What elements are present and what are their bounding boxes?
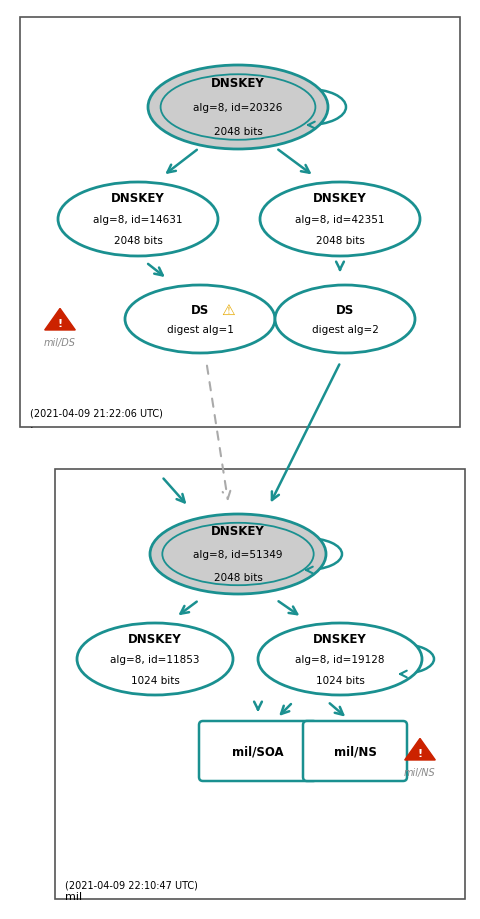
Text: !: ! — [58, 319, 62, 328]
Text: 1024 bits: 1024 bits — [315, 675, 364, 686]
Text: mil/DS: mil/DS — [44, 338, 76, 347]
Text: mil/NS: mil/NS — [404, 767, 436, 777]
FancyBboxPatch shape — [55, 470, 465, 899]
Ellipse shape — [125, 286, 275, 354]
Text: !: ! — [418, 748, 422, 758]
Ellipse shape — [148, 66, 328, 150]
FancyBboxPatch shape — [20, 18, 460, 427]
Text: 2048 bits: 2048 bits — [214, 573, 263, 583]
Text: 2048 bits: 2048 bits — [214, 127, 263, 137]
Polygon shape — [405, 739, 435, 760]
Text: mil/SOA: mil/SOA — [232, 744, 284, 757]
Text: DNSKEY: DNSKEY — [211, 525, 265, 538]
Text: DNSKEY: DNSKEY — [128, 632, 182, 645]
Ellipse shape — [77, 623, 233, 696]
Ellipse shape — [275, 286, 415, 354]
Text: DNSKEY: DNSKEY — [111, 192, 165, 205]
Text: DS: DS — [336, 303, 354, 316]
Text: DS: DS — [191, 303, 209, 316]
Ellipse shape — [58, 183, 218, 256]
Text: 1024 bits: 1024 bits — [131, 675, 180, 686]
Text: (2021-04-09 21:22:06 UTC): (2021-04-09 21:22:06 UTC) — [30, 407, 163, 417]
FancyBboxPatch shape — [303, 721, 407, 781]
Text: alg=8, id=20326: alg=8, id=20326 — [193, 103, 283, 113]
Text: 2048 bits: 2048 bits — [315, 236, 364, 246]
Text: (2021-04-09 22:10:47 UTC): (2021-04-09 22:10:47 UTC) — [65, 879, 198, 889]
Text: alg=8, id=42351: alg=8, id=42351 — [295, 215, 385, 225]
Text: DNSKEY: DNSKEY — [313, 632, 367, 645]
Text: DNSKEY: DNSKEY — [211, 77, 265, 90]
Text: digest alg=2: digest alg=2 — [312, 324, 378, 335]
Ellipse shape — [258, 623, 422, 696]
FancyBboxPatch shape — [199, 721, 317, 781]
Text: ⚠: ⚠ — [221, 302, 235, 317]
Text: .: . — [30, 420, 34, 429]
Text: DNSKEY: DNSKEY — [313, 192, 367, 205]
Text: 2048 bits: 2048 bits — [114, 236, 162, 246]
Text: alg=8, id=11853: alg=8, id=11853 — [110, 654, 200, 664]
Text: alg=8, id=14631: alg=8, id=14631 — [93, 215, 183, 225]
Text: alg=8, id=51349: alg=8, id=51349 — [193, 550, 283, 560]
Ellipse shape — [260, 183, 420, 256]
Text: mil: mil — [65, 891, 82, 901]
Ellipse shape — [150, 515, 326, 595]
Text: alg=8, id=19128: alg=8, id=19128 — [295, 654, 385, 664]
Text: digest alg=1: digest alg=1 — [167, 324, 233, 335]
Text: mil/NS: mil/NS — [334, 744, 376, 757]
Polygon shape — [45, 309, 75, 331]
